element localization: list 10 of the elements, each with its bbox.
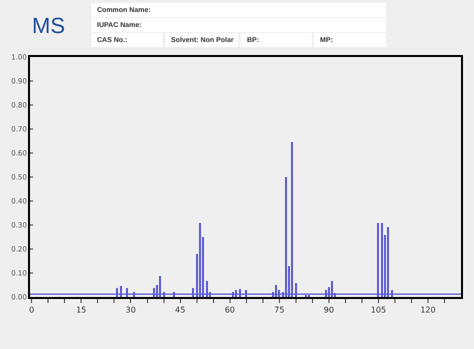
x-tick-label: 0: [29, 305, 34, 314]
x-tick-label: 105: [370, 305, 386, 314]
x-tick-label: 30: [126, 305, 136, 314]
x-tick-label: 75: [274, 305, 284, 314]
text: MS: [32, 13, 65, 38]
x-tick-label: 45: [175, 305, 186, 314]
x-tick-label: 120: [420, 305, 436, 314]
x-tick-label: 60: [224, 305, 235, 314]
x-tick-label: 90: [324, 305, 334, 314]
x-tick-label: 15: [76, 305, 86, 314]
